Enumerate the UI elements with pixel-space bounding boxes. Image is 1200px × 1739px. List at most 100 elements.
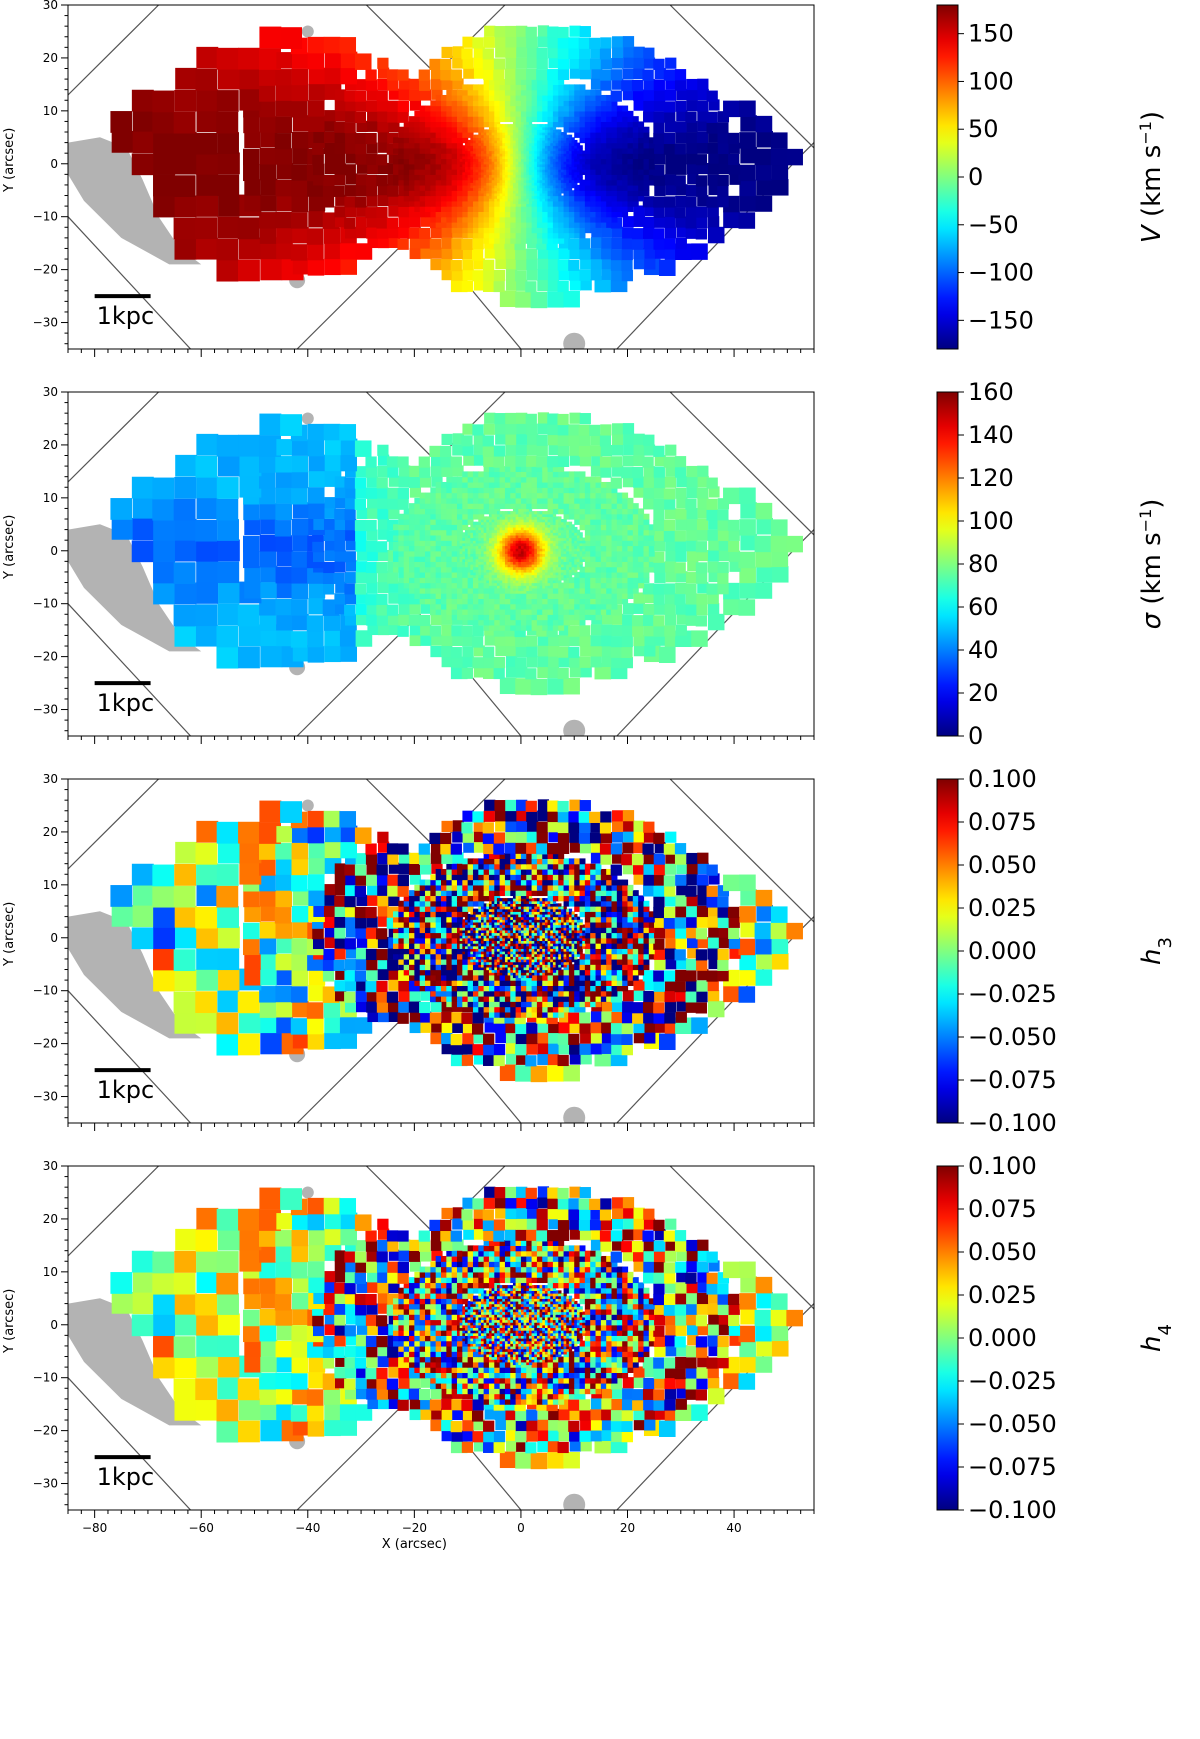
voronoi-bin xyxy=(754,535,772,553)
voronoi-bin xyxy=(622,190,629,197)
voronoi-bin xyxy=(568,134,573,138)
voronoi-bin xyxy=(452,78,464,90)
voronoi-bin xyxy=(579,519,586,525)
voronoi-bin xyxy=(523,169,527,173)
voronoi-bin xyxy=(472,521,477,525)
voronoi-bin xyxy=(441,174,447,181)
voronoi-bin xyxy=(472,200,479,207)
voronoi-bin xyxy=(216,259,239,282)
voronoi-bin xyxy=(515,177,519,181)
voronoi-bin xyxy=(504,174,509,178)
voronoi-bin xyxy=(568,200,575,207)
voronoi-bin xyxy=(552,116,559,123)
voronoi-bin xyxy=(483,667,495,679)
voronoi-bin xyxy=(696,131,709,144)
voronoi-bin xyxy=(515,657,527,669)
voronoi-bin xyxy=(584,603,591,610)
voronoi-bin xyxy=(526,216,533,223)
voronoi-bin xyxy=(195,68,218,91)
voronoi-bin xyxy=(539,550,543,555)
voronoi-bin xyxy=(365,207,377,219)
voronoi-bin xyxy=(486,169,490,173)
voronoi-bin xyxy=(590,195,597,202)
voronoi-bin xyxy=(622,603,635,615)
voronoi-bin xyxy=(534,556,538,560)
voronoi-bin xyxy=(504,548,509,552)
pointing-outline-line xyxy=(68,5,160,96)
voronoi-bin xyxy=(502,195,506,199)
voronoi-bin xyxy=(376,614,389,626)
voronoi-bin xyxy=(435,94,442,101)
voronoi-bin xyxy=(496,161,501,165)
voronoi-bin xyxy=(323,36,341,54)
voronoi-bin xyxy=(478,232,485,239)
voronoi-bin xyxy=(483,169,487,173)
voronoi-bin xyxy=(547,571,551,576)
voronoi-bin xyxy=(425,593,431,599)
voronoi-bin xyxy=(542,182,546,186)
voronoi-bin xyxy=(441,598,447,605)
voronoi-bin xyxy=(462,561,466,565)
voronoi-bin xyxy=(534,540,538,544)
voronoi-bin xyxy=(563,126,570,133)
voronoi-bin xyxy=(425,142,431,149)
voronoi-bin xyxy=(568,571,573,576)
voronoi-bin xyxy=(488,519,493,523)
voronoi-bin xyxy=(552,519,557,523)
voronoi-bin xyxy=(520,84,527,91)
voronoi-bin xyxy=(544,574,549,578)
voronoi-bin xyxy=(786,148,803,166)
voronoi-bin xyxy=(196,195,219,217)
voronoi-bin xyxy=(499,166,503,170)
voronoi-bin xyxy=(480,169,485,173)
voronoi-bin xyxy=(631,80,644,92)
voronoi-bin xyxy=(451,561,458,568)
voronoi-bin xyxy=(665,78,677,90)
voronoi-bin xyxy=(496,564,501,568)
voronoi-bin xyxy=(571,553,575,557)
voronoi-bin xyxy=(456,94,463,101)
voronoi-bin xyxy=(486,556,490,560)
voronoi-bin xyxy=(568,94,575,101)
voronoi-bin xyxy=(560,561,565,565)
voronoi-bin xyxy=(536,564,541,568)
voronoi-bin xyxy=(557,280,569,293)
voronoi-bin xyxy=(425,195,431,202)
voronoi-bin xyxy=(483,237,490,244)
voronoi-bin xyxy=(568,537,573,541)
voronoi-bin xyxy=(563,216,570,223)
voronoi-bin xyxy=(483,174,487,178)
voronoi-bin xyxy=(627,132,634,138)
voronoi-bin xyxy=(574,84,581,91)
voronoi-bin xyxy=(526,137,530,141)
voronoi-bin xyxy=(308,210,325,228)
voronoi-bin xyxy=(623,46,635,58)
voronoi-bin xyxy=(526,190,530,194)
voronoi-bin xyxy=(590,153,597,160)
voronoi-bin xyxy=(542,237,549,244)
voronoi-bin xyxy=(569,247,581,260)
voronoi-bin xyxy=(243,551,260,569)
voronoi-bin xyxy=(355,571,367,584)
voronoi-bin xyxy=(648,137,655,144)
voronoi-bin xyxy=(483,577,487,581)
voronoi-bin xyxy=(550,150,554,154)
voronoi-bin xyxy=(467,561,471,565)
voronoi-bin xyxy=(502,126,506,130)
voronoi-bin xyxy=(528,190,533,194)
voronoi-bin xyxy=(547,526,551,531)
voronoi-bin xyxy=(537,258,549,270)
voronoi-bin xyxy=(483,142,487,146)
voronoi-bin xyxy=(566,569,570,573)
voronoi-bin xyxy=(365,594,377,606)
voronoi-bin xyxy=(621,238,634,250)
voronoi-bin xyxy=(539,174,543,178)
voronoi-bin xyxy=(403,153,410,160)
voronoi-bin xyxy=(664,248,677,260)
voronoi-bin xyxy=(110,498,133,520)
voronoi-bin xyxy=(708,152,720,164)
voronoi-bin xyxy=(563,227,570,234)
voronoi-bin xyxy=(510,153,514,157)
voronoi-bin xyxy=(499,158,503,162)
voronoi-bin xyxy=(512,558,517,562)
